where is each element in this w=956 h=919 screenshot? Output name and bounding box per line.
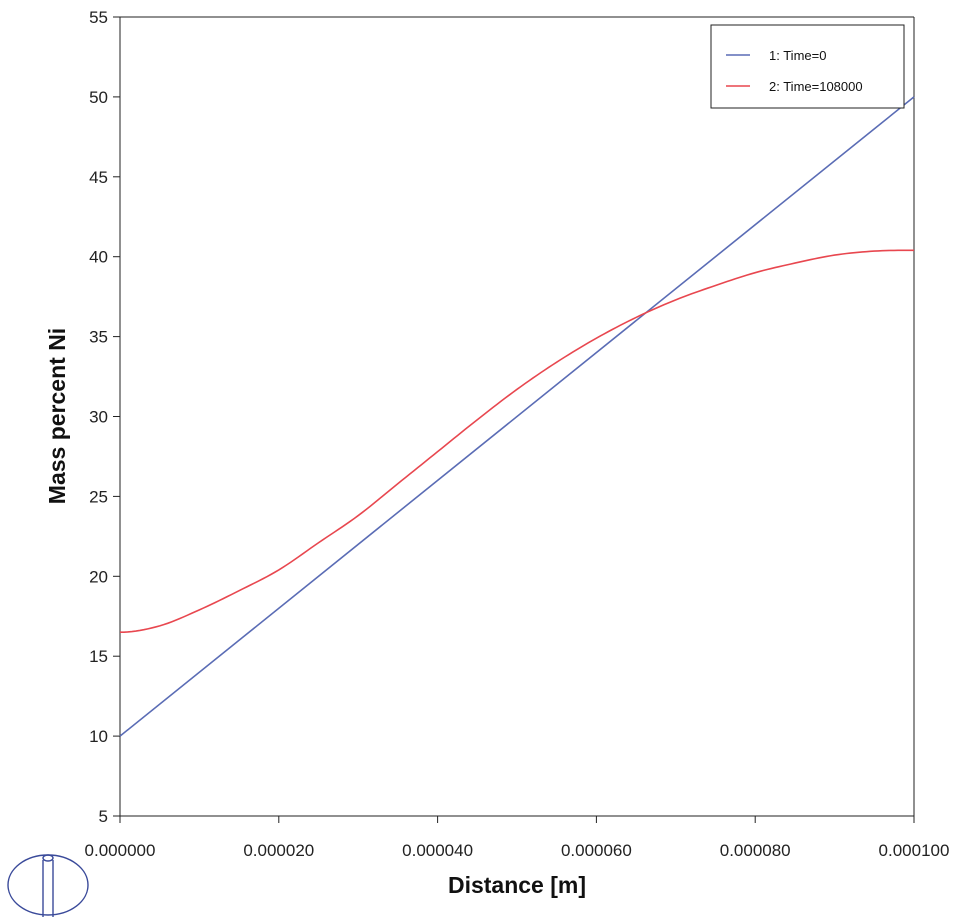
y-tick-label: 50 bbox=[89, 88, 108, 107]
y-tick-label: 15 bbox=[89, 647, 108, 666]
y-tick-label: 5 bbox=[99, 807, 108, 826]
x-tick-label: 0.000020 bbox=[243, 841, 314, 860]
y-tick-label: 45 bbox=[89, 168, 108, 187]
legend-box bbox=[710, 24, 905, 109]
logo-icon bbox=[7, 854, 89, 917]
series-group bbox=[119, 96, 915, 737]
series-line-2 bbox=[119, 249, 914, 634]
axes bbox=[119, 16, 915, 817]
x-tick-label: 0.000000 bbox=[85, 841, 156, 860]
series-line-1 bbox=[119, 96, 915, 737]
legend-label-1: 1: Time=0 bbox=[769, 48, 826, 63]
legend-label-2: 2: Time=108000 bbox=[769, 79, 863, 94]
x-axis-title: Distance [m] bbox=[448, 872, 586, 898]
legend: 1: Time=0 2: Time=108000 bbox=[710, 24, 905, 109]
y-ticks: 5 10 15 20 25 30 35 40 45 50 55 bbox=[89, 8, 120, 826]
y-tick-label: 35 bbox=[89, 328, 108, 347]
y-tick-label: 20 bbox=[89, 567, 108, 586]
y-tick-label: 40 bbox=[89, 248, 108, 267]
x-tick-label: 0.000060 bbox=[561, 841, 632, 860]
y-tick-label: 25 bbox=[89, 487, 108, 506]
y-tick-label: 55 bbox=[89, 8, 108, 27]
y-tick-label: 10 bbox=[89, 727, 108, 746]
x-tick-label: 0.000080 bbox=[720, 841, 791, 860]
x-tick-label: 0.000100 bbox=[879, 841, 950, 860]
x-ticks: 0.000000 0.000020 0.000040 0.000060 0.000080… bbox=[85, 816, 950, 860]
y-axis-title: Mass percent Ni bbox=[44, 328, 70, 504]
x-tick-label: 0.000040 bbox=[402, 841, 473, 860]
y-tick-label: 30 bbox=[89, 408, 108, 427]
